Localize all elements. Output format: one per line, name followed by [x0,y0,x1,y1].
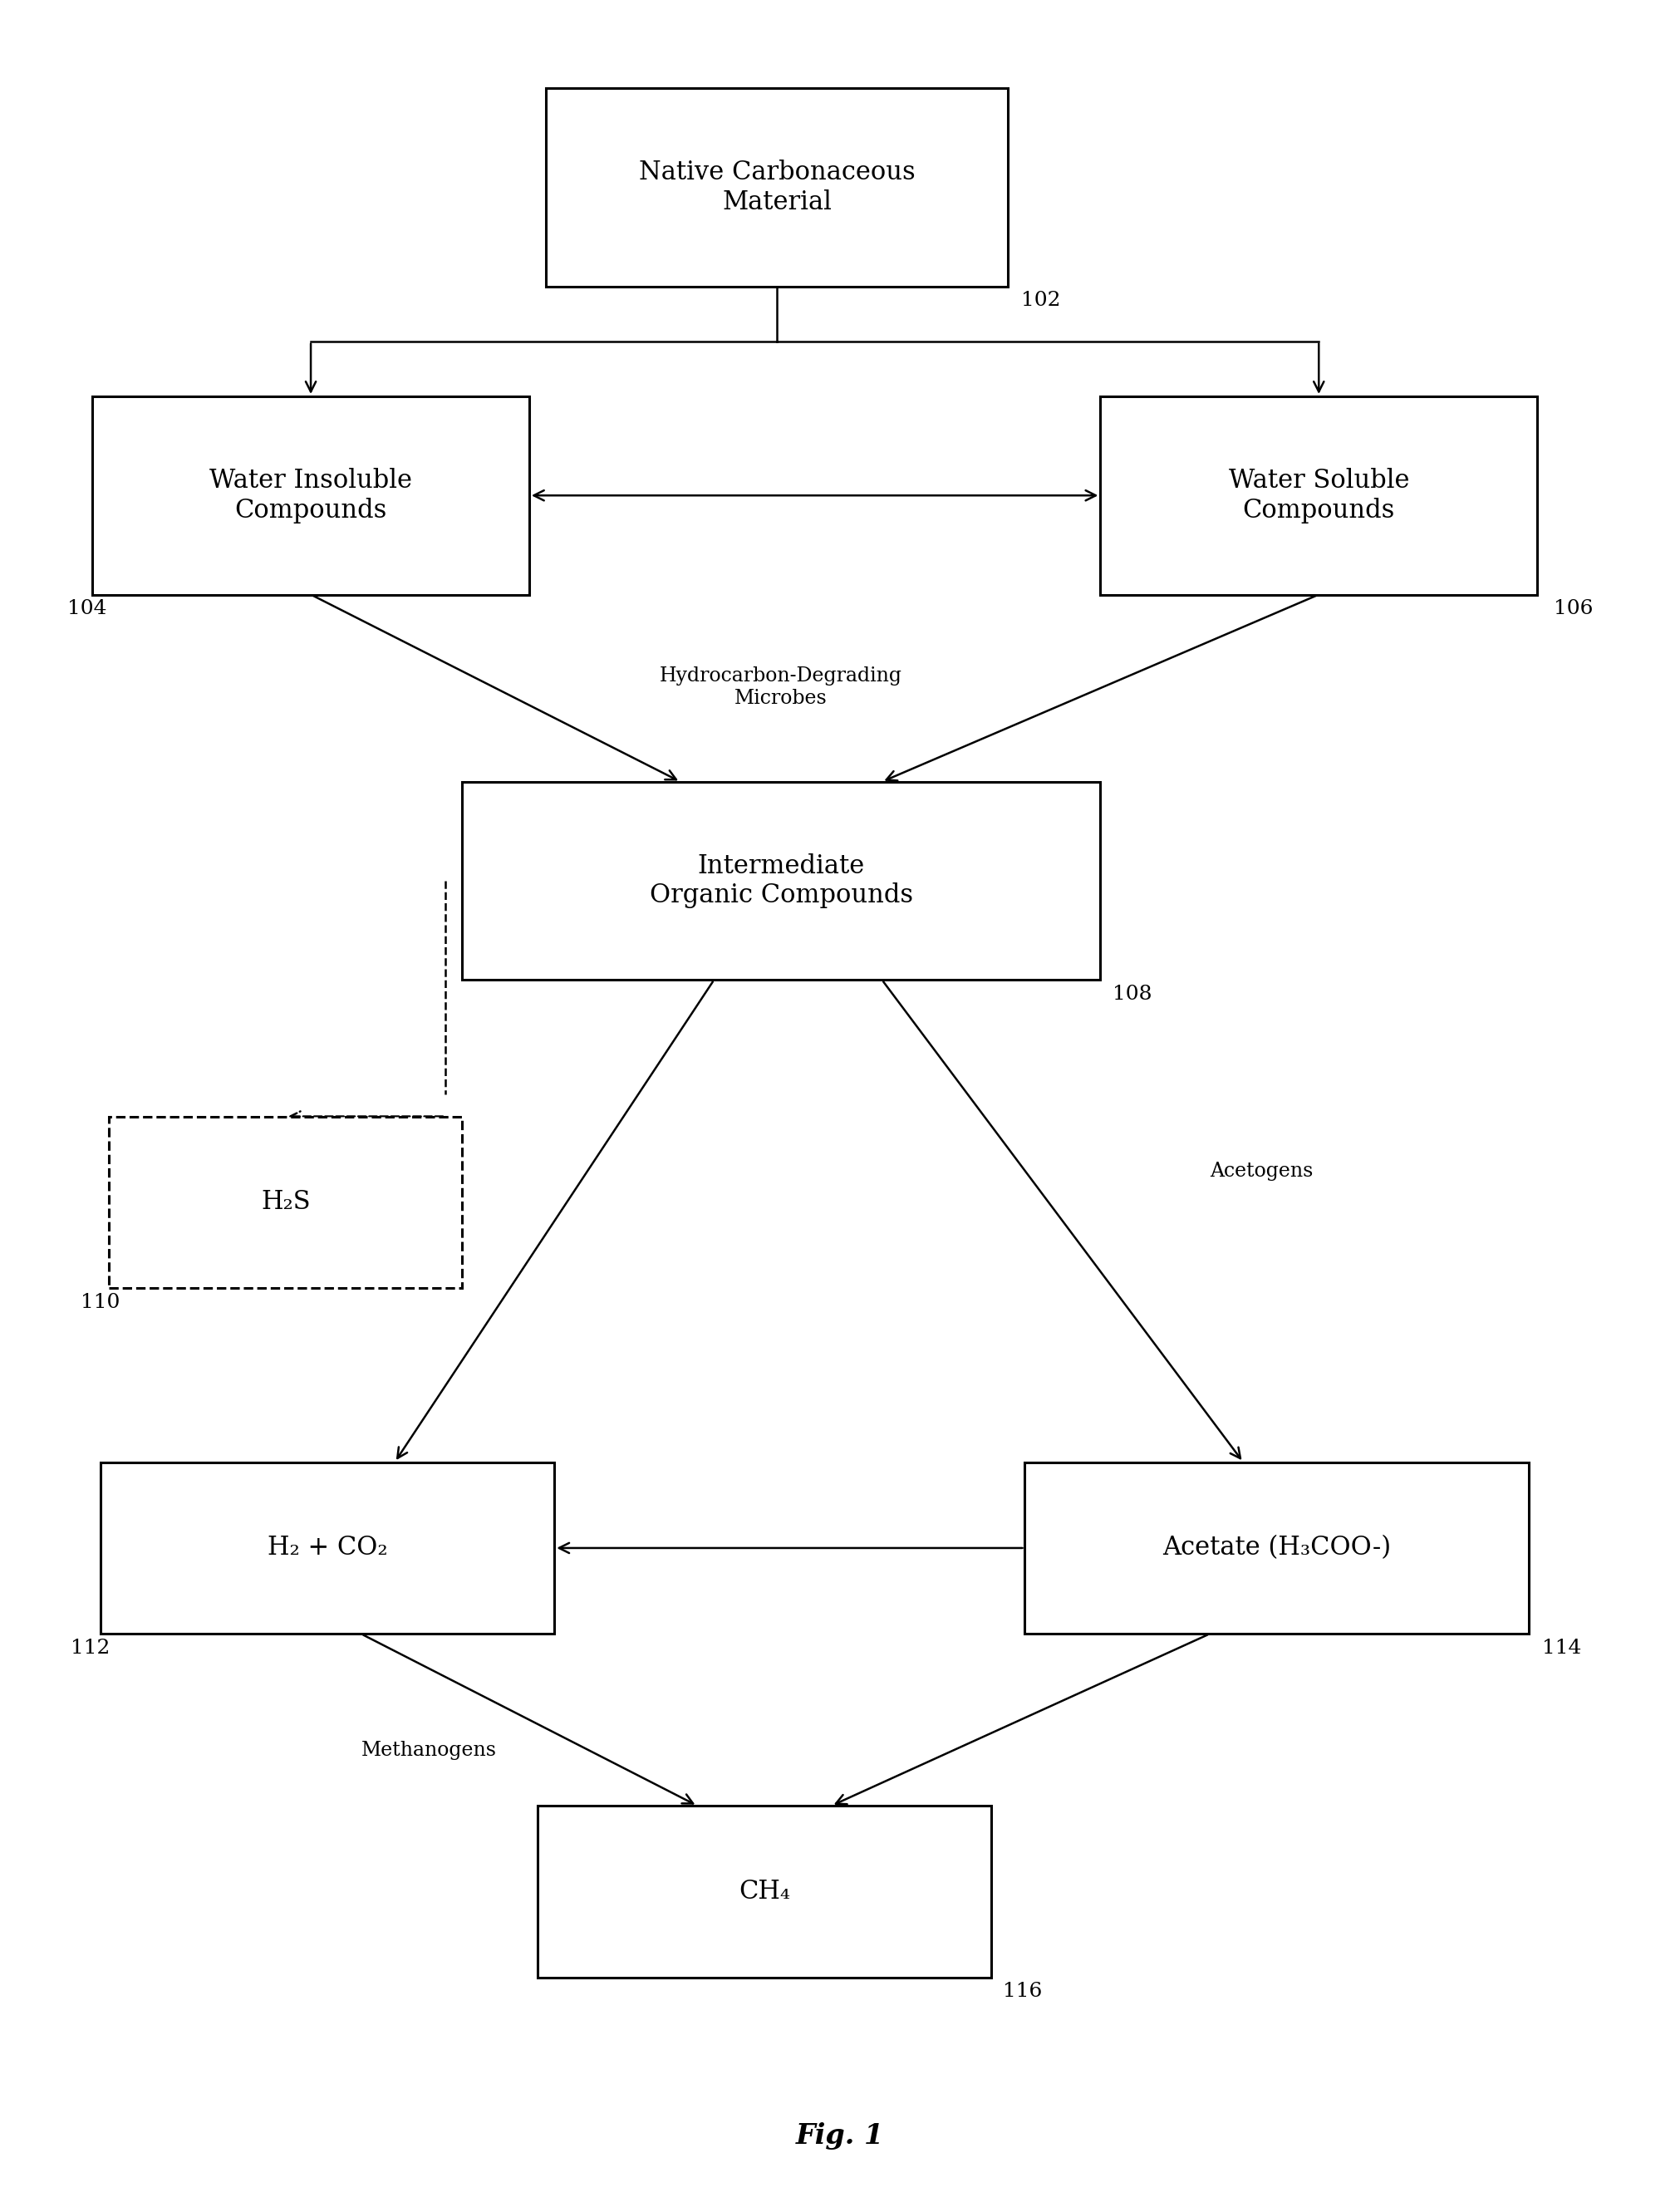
Text: 102: 102 [1021,291,1060,310]
Text: Acetogens: Acetogens [1210,1163,1314,1180]
Text: Water Soluble
Compounds: Water Soluble Compounds [1228,467,1410,524]
Text: 104: 104 [67,599,106,619]
FancyBboxPatch shape [1100,396,1537,595]
FancyBboxPatch shape [101,1462,554,1634]
Text: 108: 108 [1112,984,1151,1004]
Text: CH₄: CH₄ [739,1878,790,1905]
Text: 106: 106 [1554,599,1593,619]
FancyBboxPatch shape [92,396,529,595]
Text: 114: 114 [1542,1638,1581,1658]
Text: H₂ + CO₂: H₂ + CO₂ [267,1535,388,1561]
Text: Hydrocarbon-Degrading
Microbes: Hydrocarbon-Degrading Microbes [660,667,902,707]
Text: 110: 110 [81,1293,119,1312]
Text: Acetate (H₃COO-): Acetate (H₃COO-) [1163,1535,1391,1561]
Text: Methanogens: Methanogens [361,1742,497,1759]
Text: H₂S: H₂S [260,1189,311,1216]
FancyBboxPatch shape [538,1806,991,1977]
FancyBboxPatch shape [1025,1462,1529,1634]
Text: Fig. 1: Fig. 1 [796,2123,884,2149]
FancyBboxPatch shape [109,1116,462,1288]
Text: Water Insoluble
Compounds: Water Insoluble Compounds [210,467,412,524]
Text: Native Carbonaceous
Material: Native Carbonaceous Material [638,159,916,216]
Text: 112: 112 [71,1638,109,1658]
FancyBboxPatch shape [546,88,1008,286]
Text: Intermediate
Organic Compounds: Intermediate Organic Compounds [650,852,912,909]
Text: 116: 116 [1003,1982,1042,2002]
FancyBboxPatch shape [462,782,1100,980]
